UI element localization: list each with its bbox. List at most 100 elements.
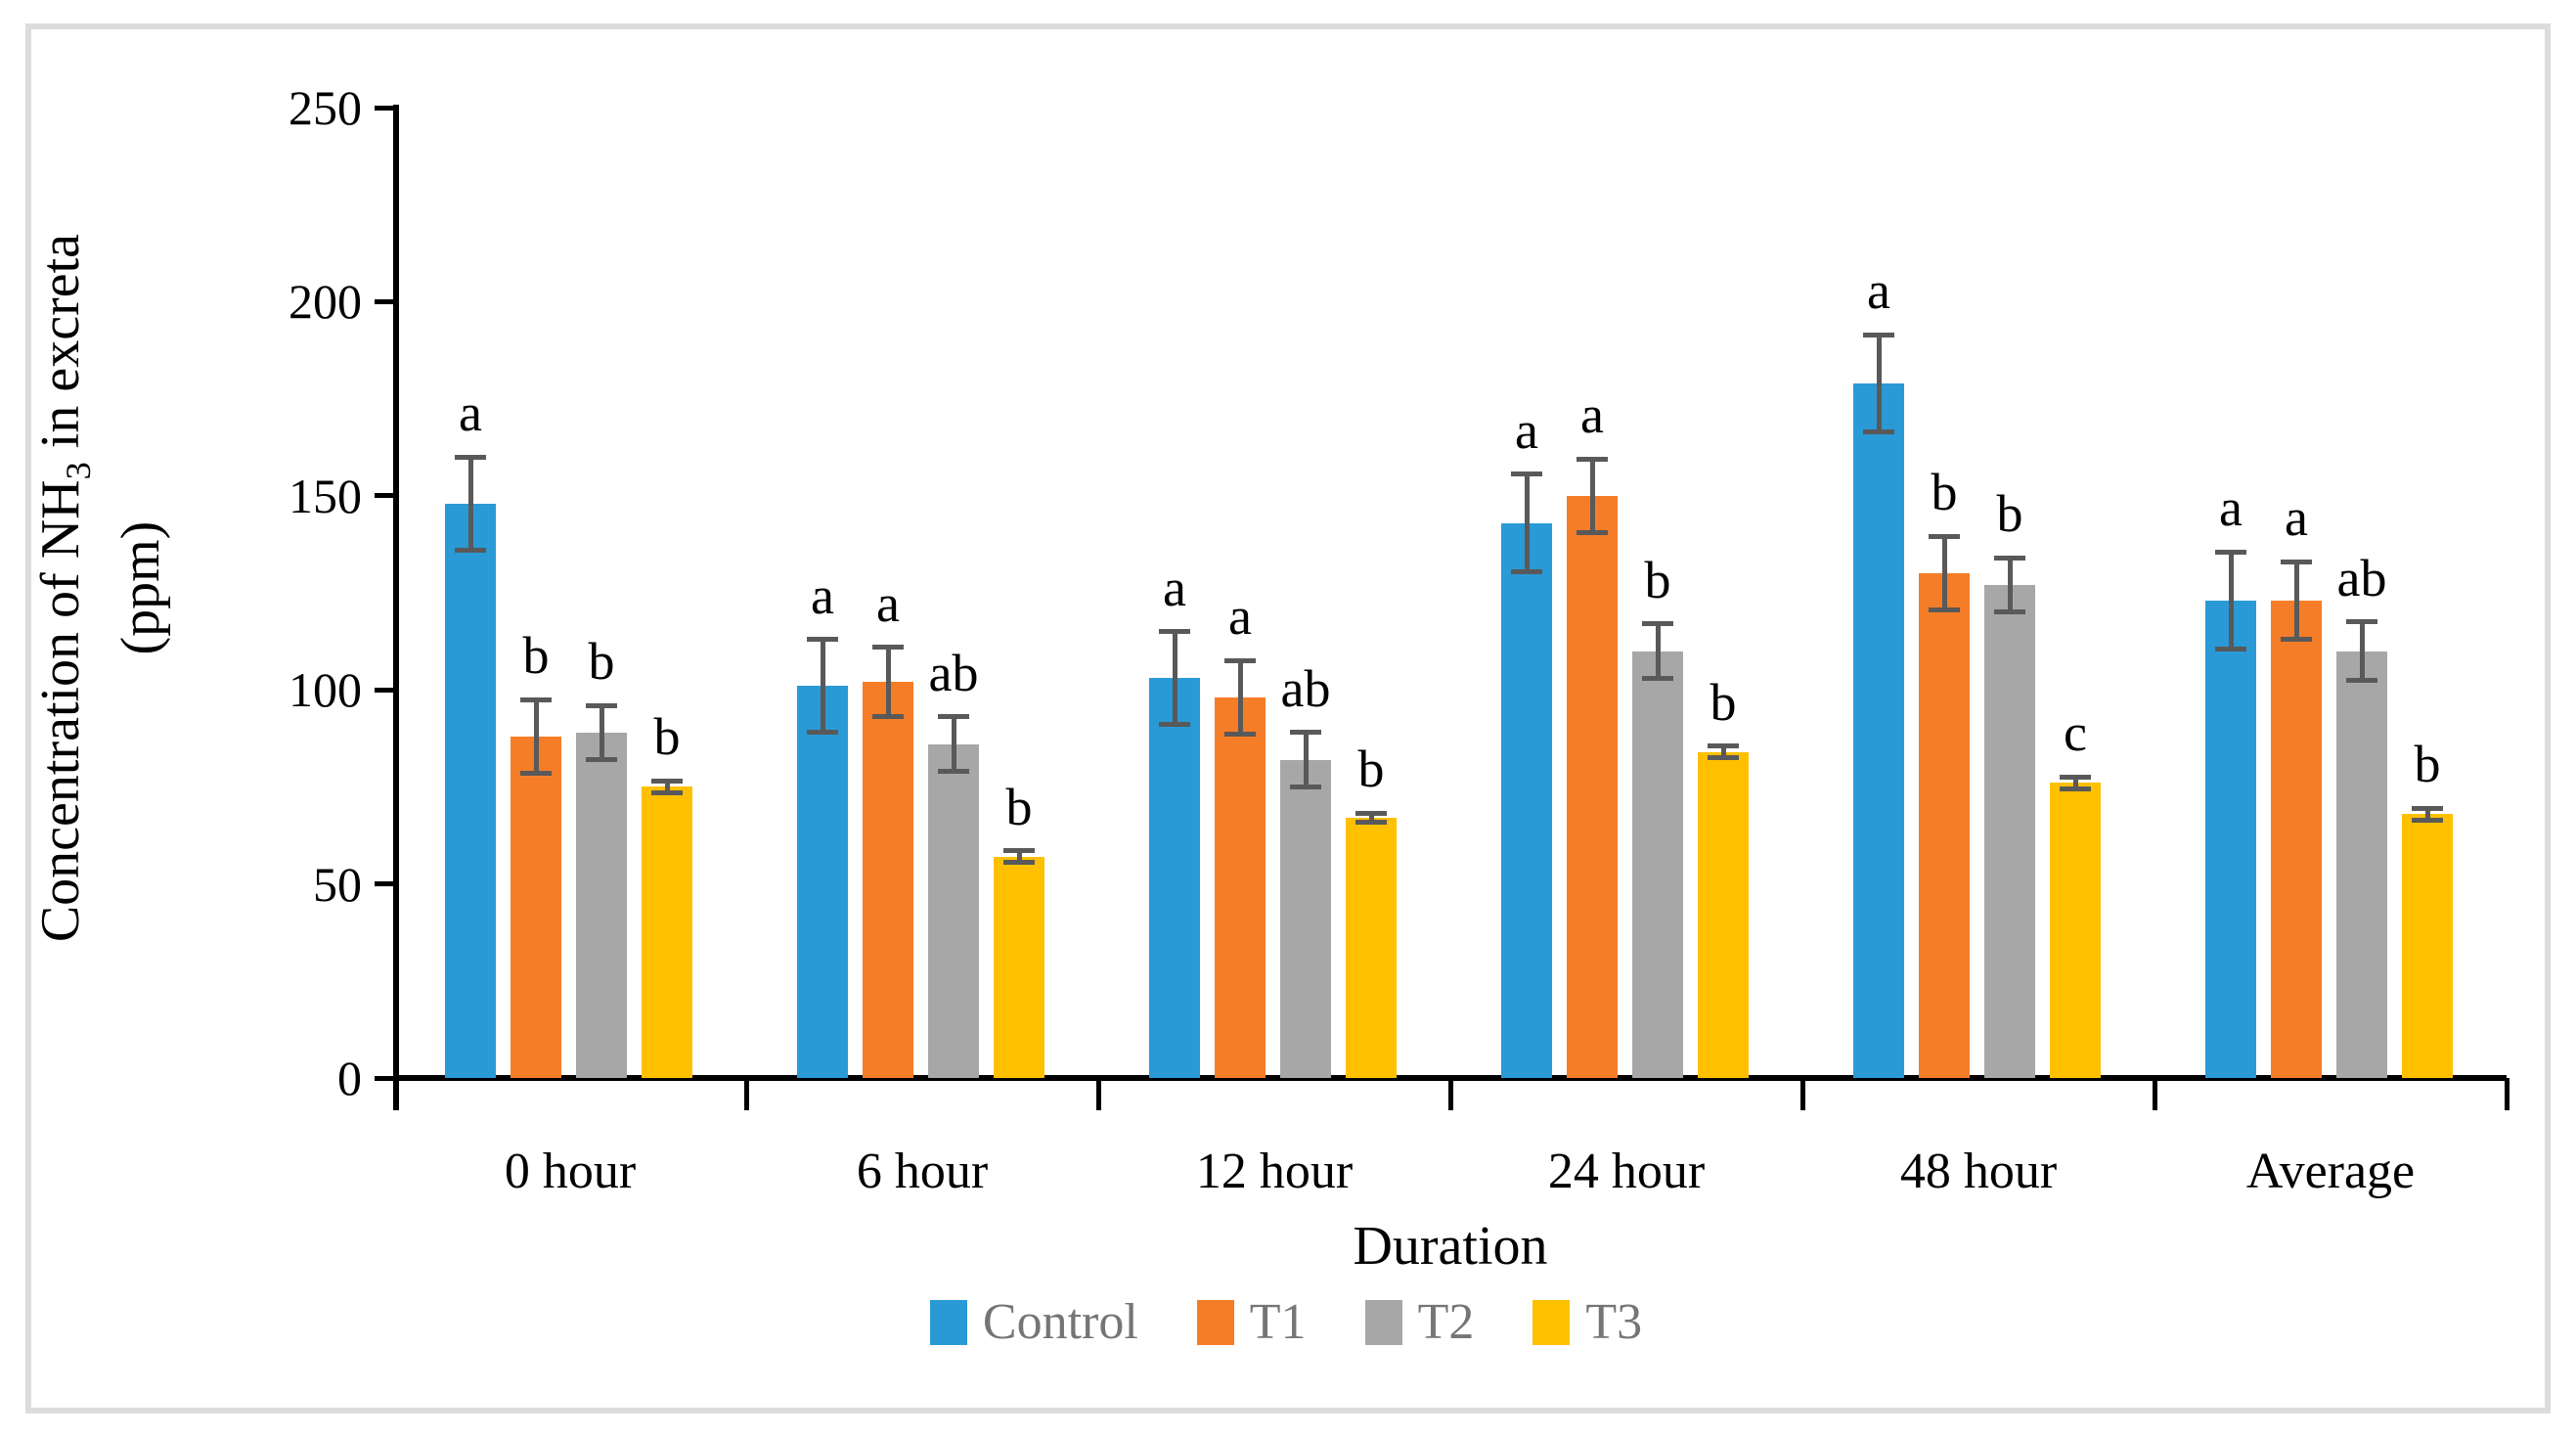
error-bar-line bbox=[1876, 335, 1882, 432]
error-bar-bottom-cap bbox=[2346, 677, 2377, 683]
y-axis-tick-label: 0 bbox=[337, 1051, 362, 1105]
x-axis-group-tick bbox=[743, 1078, 749, 1110]
error-bar-top-cap bbox=[1642, 621, 1673, 627]
significance-letter: b bbox=[1931, 463, 1958, 522]
error-bar-top-cap bbox=[2281, 559, 2312, 564]
error-bar-top-cap bbox=[1511, 472, 1542, 477]
error-bar-top-cap bbox=[2346, 619, 2377, 625]
significance-letter: a bbox=[2285, 488, 2308, 548]
bar-t1-24-hour bbox=[1567, 495, 1618, 1078]
error-bar-line bbox=[1172, 631, 1177, 725]
significance-letter: b bbox=[2414, 735, 2441, 794]
error-bar-top-cap bbox=[1290, 730, 1321, 736]
bar-control-24-hour bbox=[1501, 522, 1552, 1078]
legend-item-control: Control bbox=[929, 1297, 1138, 1348]
error-bar-bottom-cap bbox=[1708, 755, 1739, 761]
bar-t3-average bbox=[2402, 814, 2453, 1078]
y-axis-tick-label: 200 bbox=[289, 274, 362, 330]
significance-letter: a bbox=[811, 565, 834, 625]
error-bar-bottom-cap bbox=[651, 789, 683, 795]
y-axis-tick-label: 100 bbox=[289, 662, 362, 718]
error-bar-top-cap bbox=[520, 696, 552, 702]
significance-letter: c bbox=[2064, 703, 2087, 763]
bar-t2-24-hour bbox=[1632, 651, 1683, 1078]
legend-label-t1: T1 bbox=[1249, 1294, 1307, 1350]
error-bar-top-cap bbox=[1577, 456, 1608, 462]
bar-t1-48-hour bbox=[1919, 573, 1970, 1078]
legend-label-t2: T2 bbox=[1417, 1294, 1475, 1350]
error-bar-top-cap bbox=[1994, 555, 2025, 561]
error-bar-bottom-cap bbox=[520, 771, 552, 776]
error-bar-bottom-cap bbox=[586, 757, 617, 763]
bar-control-average bbox=[2205, 600, 2256, 1078]
legend-swatch-control bbox=[929, 1300, 967, 1345]
bar-control-0-hour bbox=[445, 503, 496, 1078]
significance-letter: a bbox=[1163, 558, 1186, 617]
bar-t3-48-hour bbox=[2050, 783, 2101, 1078]
bar-t1-12-hour bbox=[1215, 697, 1266, 1078]
error-bar-line bbox=[1237, 660, 1243, 735]
x-axis-category-label: 12 hour bbox=[1195, 1144, 1354, 1199]
error-bar-line bbox=[2072, 777, 2078, 789]
legend-label-t3: T3 bbox=[1585, 1294, 1643, 1350]
y-axis-tick bbox=[375, 298, 399, 304]
significance-letter: a bbox=[1515, 400, 1538, 460]
x-axis-category-label: 48 hour bbox=[1899, 1144, 2058, 1199]
x-axis-group-tick bbox=[1095, 1078, 1101, 1110]
error-bar-top-cap bbox=[1003, 848, 1035, 854]
x-axis-category-label: 24 hour bbox=[1547, 1144, 1706, 1199]
error-bar-bottom-cap bbox=[1355, 820, 1387, 826]
bar-t2-6-hour bbox=[928, 743, 979, 1078]
bar-control-12-hour bbox=[1149, 678, 1200, 1078]
bar-t3-0-hour bbox=[642, 786, 692, 1078]
bar-t2-12-hour bbox=[1280, 759, 1331, 1078]
error-bar-line bbox=[664, 781, 670, 793]
x-axis-title: Duration bbox=[1353, 1216, 1548, 1277]
bar-t2-average bbox=[2336, 651, 2387, 1078]
error-bar-bottom-cap bbox=[1511, 568, 1542, 574]
significance-letter: b bbox=[522, 626, 550, 686]
error-bar-top-cap bbox=[938, 714, 969, 720]
error-bar-bottom-cap bbox=[807, 730, 838, 736]
significance-letter: ab bbox=[2336, 548, 2387, 607]
error-bar-line bbox=[1016, 850, 1022, 863]
error-bar-top-cap bbox=[1929, 533, 1960, 539]
y-axis-tick bbox=[375, 105, 399, 111]
y-axis-title-line2: (ppm) bbox=[111, 520, 172, 655]
error-bar-top-cap bbox=[651, 778, 683, 784]
error-bar-top-cap bbox=[1355, 810, 1387, 816]
legend-item-t3: T3 bbox=[1532, 1297, 1642, 1348]
error-bar-line bbox=[467, 457, 473, 551]
legend: Control T1 T2 T3 bbox=[880, 1293, 1692, 1352]
error-bar-bottom-cap bbox=[2215, 647, 2246, 652]
bar-t1-average bbox=[2271, 600, 2322, 1078]
bar-t1-6-hour bbox=[863, 682, 913, 1078]
error-bar-line bbox=[820, 639, 825, 733]
legend-swatch-t2 bbox=[1364, 1300, 1402, 1345]
figure-border bbox=[25, 23, 2551, 1414]
y-axis-line bbox=[393, 105, 399, 1110]
x-axis-group-tick bbox=[1799, 1078, 1805, 1110]
bar-t2-0-hour bbox=[576, 732, 627, 1078]
significance-letter: a bbox=[1867, 261, 1890, 321]
error-bar-line bbox=[2359, 621, 2365, 681]
error-bar-bottom-cap bbox=[2060, 786, 2091, 791]
error-bar-top-cap bbox=[2060, 774, 2091, 780]
bar-control-48-hour bbox=[1853, 382, 1904, 1078]
y-axis-tick bbox=[375, 493, 399, 499]
significance-letter: b bbox=[1357, 740, 1385, 799]
significance-letter: a bbox=[2219, 478, 2243, 538]
error-bar-top-cap bbox=[2412, 805, 2443, 811]
error-bar-bottom-cap bbox=[938, 769, 969, 775]
error-bar-top-cap bbox=[1224, 657, 1256, 663]
legend-item-t1: T1 bbox=[1196, 1294, 1307, 1350]
error-bar-bottom-cap bbox=[1003, 860, 1035, 866]
error-bar-bottom-cap bbox=[2412, 817, 2443, 823]
error-bar-top-cap bbox=[586, 702, 617, 708]
y-axis-tick-label: 50 bbox=[313, 856, 362, 912]
error-bar-top-cap bbox=[1708, 743, 1739, 749]
significance-letter: a bbox=[1580, 385, 1604, 445]
error-bar-bottom-cap bbox=[1290, 784, 1321, 789]
bar-t3-6-hour bbox=[994, 856, 1044, 1078]
error-bar-top-cap bbox=[2215, 549, 2246, 555]
